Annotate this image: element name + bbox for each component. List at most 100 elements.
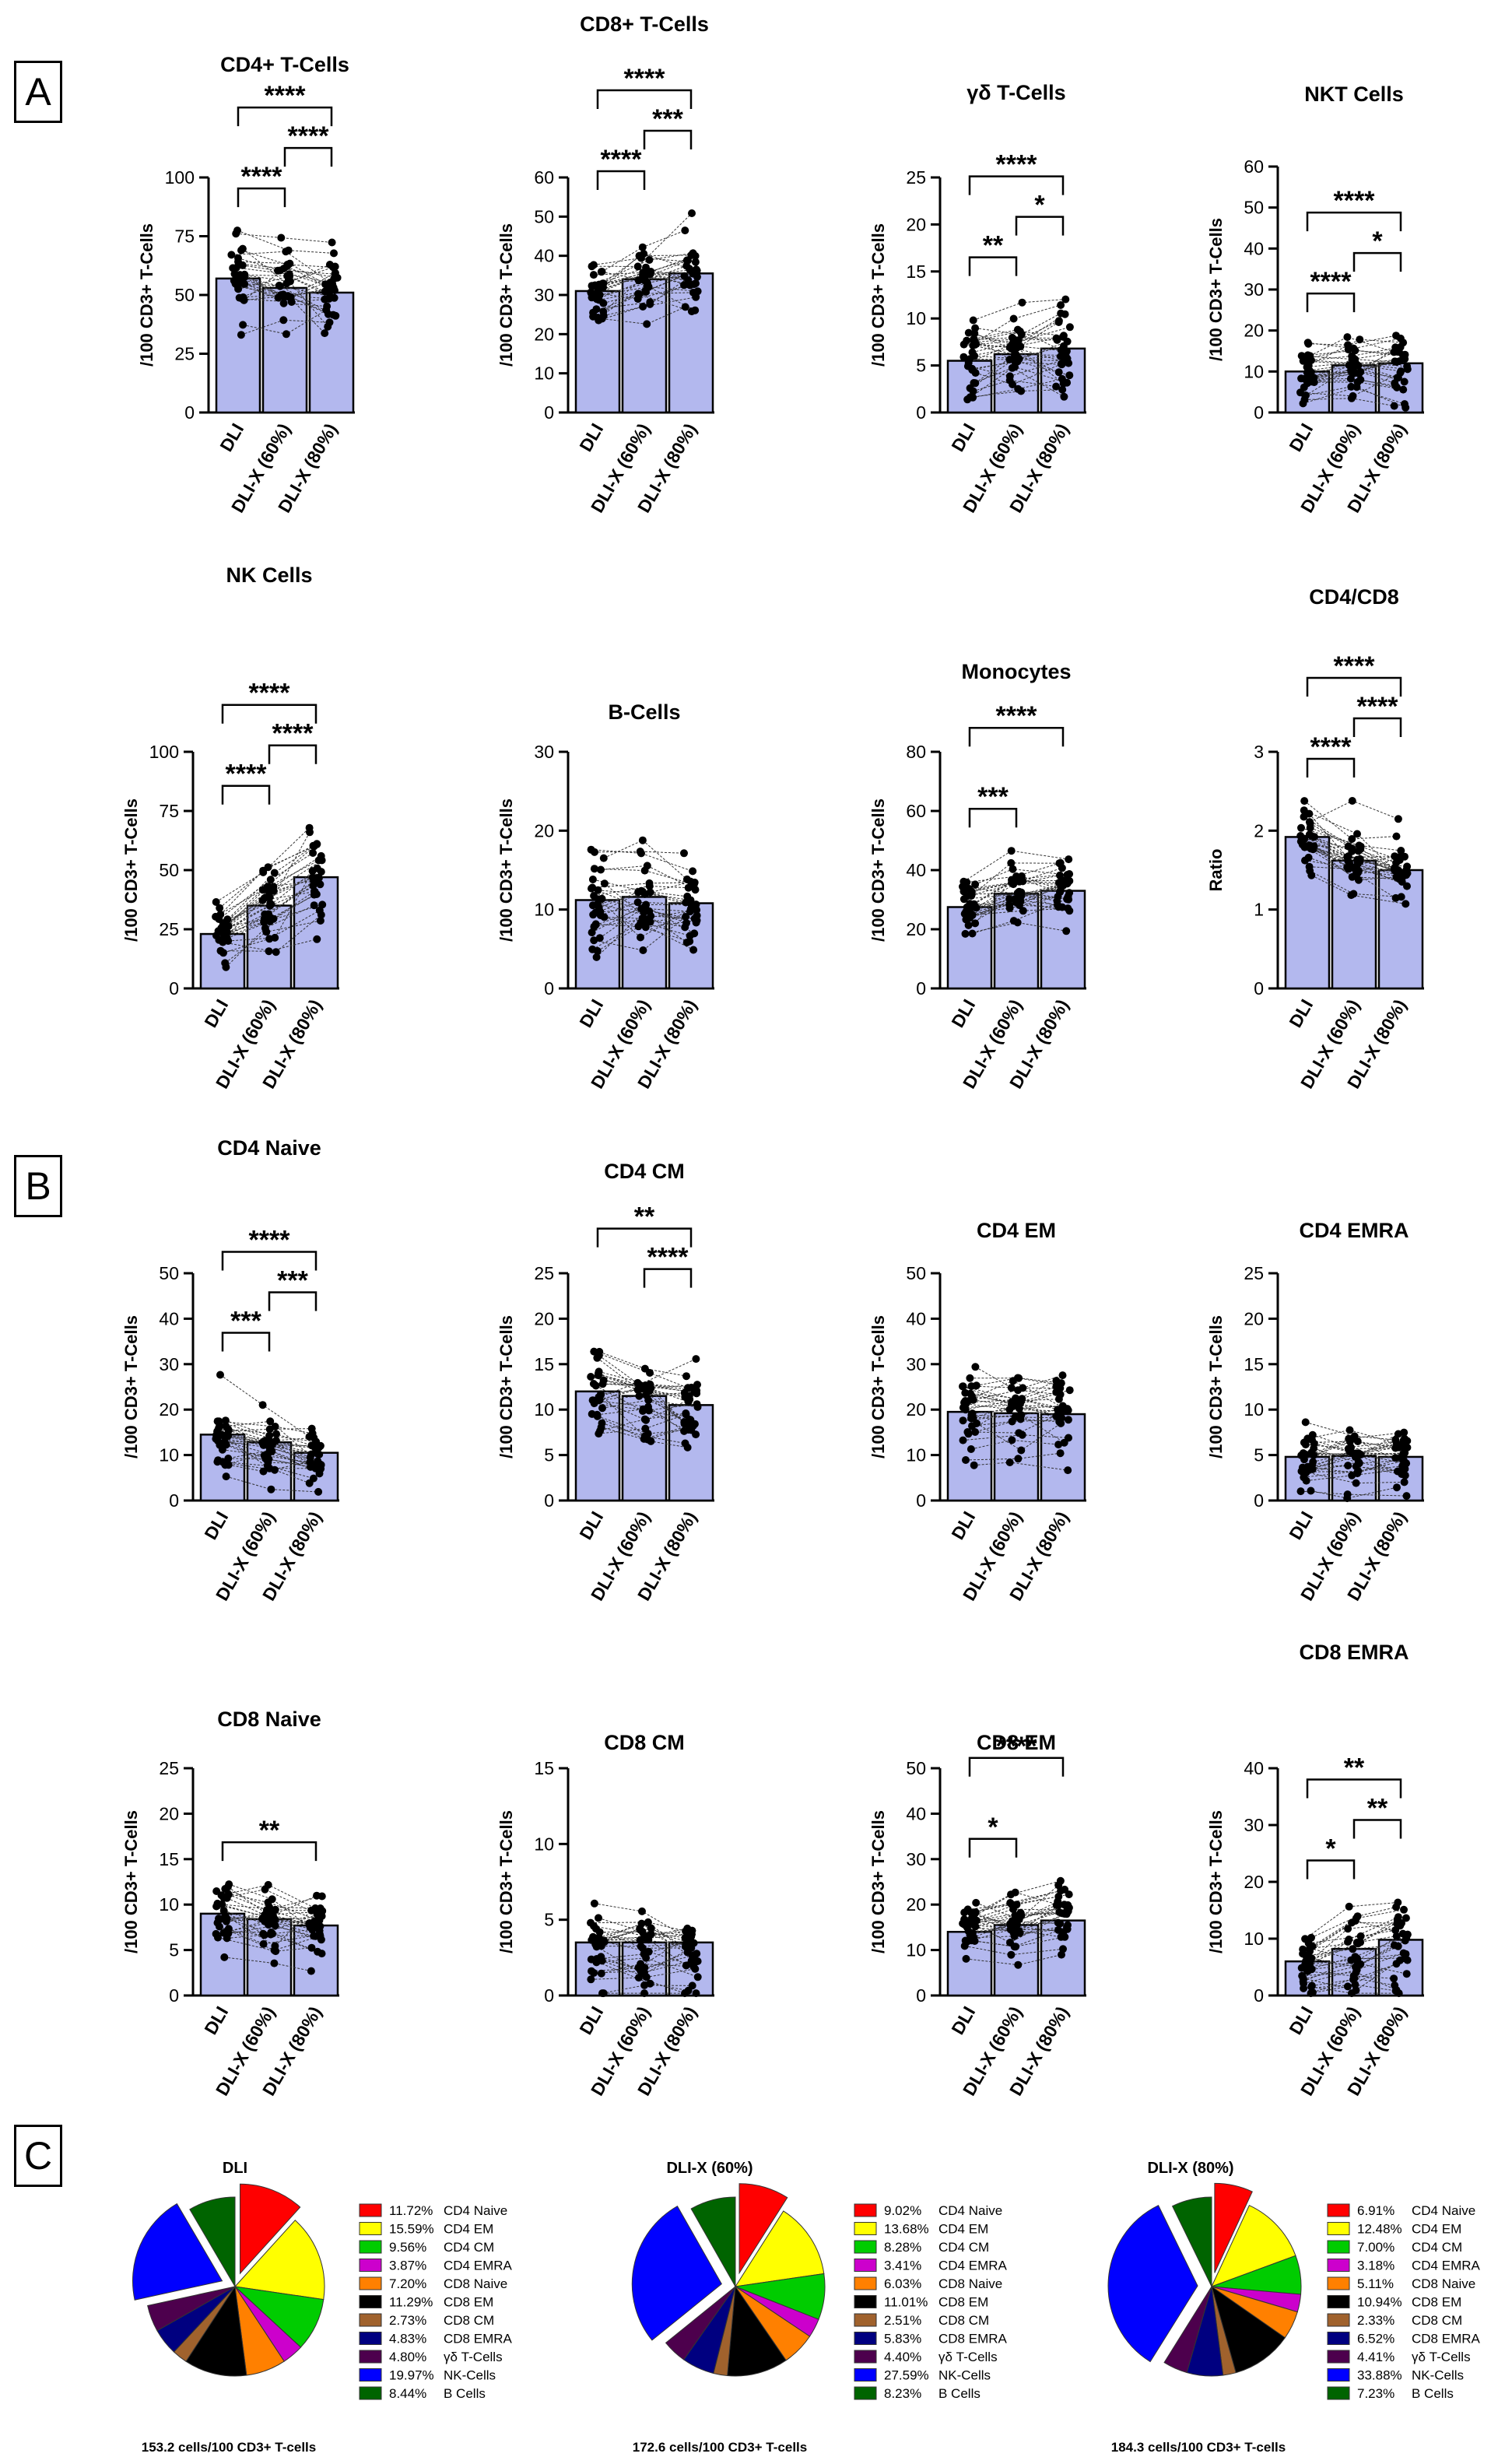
significance-bracket xyxy=(1352,717,1402,738)
y-axis-label: /100 CD3+ T-Cells xyxy=(121,799,141,942)
data-point xyxy=(598,894,606,903)
significance-label: **** xyxy=(265,81,307,111)
data-point xyxy=(1307,844,1315,853)
paired-line xyxy=(1300,841,1408,887)
data-point xyxy=(272,1437,280,1444)
legend-pct: 11.72% xyxy=(389,2203,433,2218)
data-point xyxy=(961,929,970,938)
legend-swatch xyxy=(854,2313,877,2327)
x-tick-label: DLI xyxy=(575,2003,607,2038)
data-point xyxy=(634,276,643,285)
data-point xyxy=(1399,1437,1408,1444)
paired-line xyxy=(1307,1456,1396,1471)
data-point xyxy=(224,1890,233,1899)
data-point xyxy=(1058,1371,1067,1380)
data-point xyxy=(275,282,284,290)
data-point xyxy=(1400,377,1409,386)
data-point xyxy=(222,918,230,926)
data-point xyxy=(970,1461,978,1469)
data-point xyxy=(1065,371,1074,380)
chart-title: Monocytes xyxy=(961,660,1071,683)
legend-label: CD8 CM xyxy=(938,2313,989,2328)
data-point xyxy=(598,1380,607,1388)
y-tick-label: 0 xyxy=(916,1490,926,1511)
significance-bracket xyxy=(221,704,317,724)
legend-swatch xyxy=(854,2203,877,2217)
data-point xyxy=(1014,1960,1023,1969)
data-point xyxy=(689,946,698,954)
y-tick-label: 50 xyxy=(906,1263,926,1283)
data-point xyxy=(312,1437,321,1446)
data-point xyxy=(221,1461,230,1469)
data-point xyxy=(964,1430,973,1438)
y-tick-label: 40 xyxy=(1244,1758,1264,1778)
data-point xyxy=(682,1372,690,1381)
data-point xyxy=(1348,1989,1356,1998)
data-point xyxy=(1017,1911,1026,1919)
paired-line xyxy=(1303,358,1405,365)
data-point xyxy=(969,341,977,349)
data-point xyxy=(691,258,700,266)
y-tick-label: 75 xyxy=(159,801,179,821)
data-point xyxy=(1063,1923,1071,1932)
data-point xyxy=(1063,378,1072,387)
data-point xyxy=(1064,1416,1072,1424)
significance-bracket xyxy=(1352,1819,1402,1839)
data-point xyxy=(310,887,319,896)
legend-swatch xyxy=(359,2386,382,2400)
y-tick-label: 60 xyxy=(906,801,926,821)
data-point xyxy=(599,1989,608,1998)
paired-line xyxy=(598,255,696,286)
data-point xyxy=(589,1380,598,1388)
significance-label: **** xyxy=(996,150,1038,180)
significance-bracket xyxy=(1306,757,1356,778)
data-point xyxy=(645,879,654,887)
data-point xyxy=(233,226,241,235)
data-point xyxy=(1343,1494,1352,1503)
data-point xyxy=(600,913,609,921)
data-point xyxy=(1394,1898,1402,1907)
data-point xyxy=(1345,859,1353,868)
data-point xyxy=(265,935,274,943)
data-point xyxy=(594,1369,602,1378)
data-point xyxy=(638,243,647,251)
x-tick-label: DLI xyxy=(575,996,607,1031)
legend-pct: 4.80% xyxy=(389,2350,426,2364)
data-point xyxy=(1016,1411,1025,1420)
data-point xyxy=(1390,1941,1398,1950)
data-point xyxy=(1011,1911,1019,1920)
panel-label-c: C xyxy=(14,2125,62,2187)
paired-line xyxy=(972,886,1061,916)
legend-pct: 8.44% xyxy=(389,2386,426,2401)
data-point xyxy=(1345,1426,1354,1434)
data-point xyxy=(307,1460,315,1468)
data-point xyxy=(213,1417,222,1426)
data-point xyxy=(1060,1438,1068,1447)
y-tick-label: 30 xyxy=(159,1354,179,1374)
data-point xyxy=(590,1969,598,1977)
data-point xyxy=(305,1922,314,1930)
data-point xyxy=(682,913,689,921)
y-tick-label: 0 xyxy=(1254,1985,1264,2006)
chart-title: CD8 Naive xyxy=(217,1708,321,1731)
y-tick-label: 50 xyxy=(159,1263,179,1283)
data-point xyxy=(234,258,242,266)
data-point xyxy=(693,287,702,296)
data-point xyxy=(1007,1384,1016,1392)
data-point xyxy=(591,281,599,290)
y-tick-label: 20 xyxy=(1244,1872,1264,1892)
data-point xyxy=(1391,1926,1400,1935)
data-point xyxy=(216,904,224,912)
paired-line xyxy=(976,336,1064,348)
data-point xyxy=(1303,1465,1311,1474)
data-point xyxy=(316,1460,325,1469)
y-tick-label: 40 xyxy=(906,1308,926,1329)
legend-label: CD4 EMRA xyxy=(444,2259,513,2273)
data-point xyxy=(1392,1932,1401,1940)
data-point xyxy=(212,1929,220,1938)
data-point xyxy=(961,1936,970,1945)
data-point xyxy=(274,266,282,275)
chart-cd4n: CD4 Naive 0 10 20 30 40 50/100 CD3+ T-Cells DLI… xyxy=(121,1136,339,1604)
data-point xyxy=(1356,1960,1365,1968)
